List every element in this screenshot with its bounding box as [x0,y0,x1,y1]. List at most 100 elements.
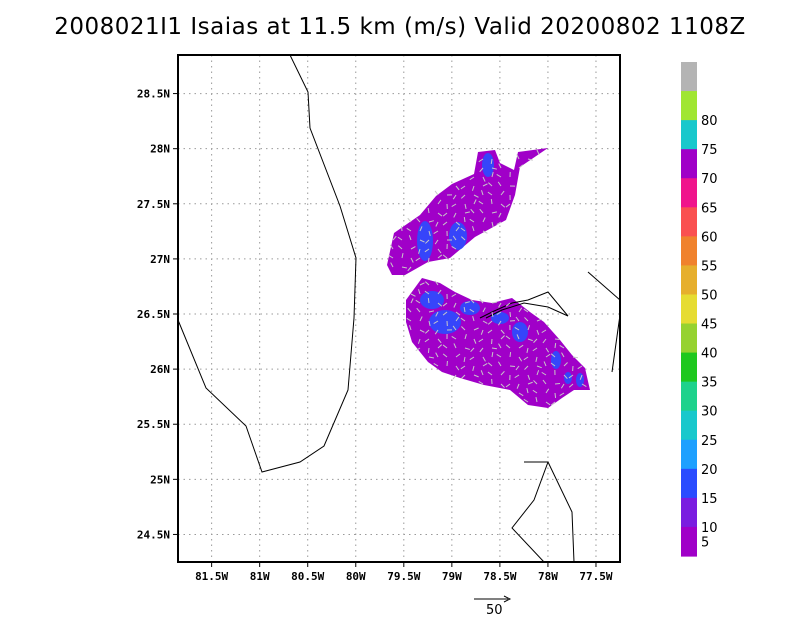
wind-vector [491,301,498,304]
wind-vector [579,374,583,380]
wind-vector [518,307,523,313]
wind-vector [463,356,466,363]
wind-vector [491,351,494,358]
wind-vector [442,254,448,259]
coastline-segment [178,55,357,473]
wind-vector [389,244,394,250]
wind-vectors [388,149,587,406]
wind-vector [545,347,550,353]
wind-vector [435,352,439,358]
wind-vector [473,194,479,198]
colorbar-label: 55 [701,259,718,274]
lat-tick-label: 26.5N [137,308,170,321]
coastline-segment [547,461,575,562]
wind-vector [527,374,531,380]
wind-vector [428,220,434,223]
colorbar-label: 20 [701,463,718,478]
colorbar-bin [681,439,697,470]
wind-vector [410,293,416,297]
wind-vector [518,356,523,362]
wind-vector [451,245,457,250]
wind-vector [452,374,457,380]
wind-vector [442,212,448,217]
wind-vector [410,298,414,304]
wind-vector [543,361,547,367]
echo-cell [551,351,561,369]
wind-vector [479,298,484,304]
wind-vector [516,334,520,340]
wind-vector [524,365,529,370]
wind-vector [542,338,547,344]
wind-vector [568,383,574,388]
wind-vector [428,356,435,359]
wind-vector [487,362,493,367]
lon-tick-label: 81W [250,570,270,583]
lat-tick-label: 25.5N [137,418,170,431]
wind-vector [472,316,475,322]
colorbar-bin [681,526,697,557]
wind-vector [424,329,430,334]
wind-vector [419,282,425,286]
wind-vector [505,335,511,340]
wind-vector [536,365,542,369]
wind-vector [490,198,493,205]
wind-vector [518,164,524,169]
wind-vector [526,347,529,353]
wind-vector [505,344,511,349]
wind-vector [451,203,457,208]
wind-vector [453,302,457,308]
wind-vector [563,362,568,367]
wind-vector [482,356,486,362]
wind-vector [418,248,421,254]
wind-vector [452,194,457,200]
wind-vector [478,338,484,343]
wind-vector [550,353,556,358]
wind-vector [491,221,494,227]
wind-vector [460,227,466,232]
colorbar-label: 25 [701,434,718,449]
wind-vector [561,352,565,358]
wind-vector [425,239,430,244]
lat-tick-label: 28.5N [137,88,170,101]
wind-vector [496,311,502,316]
echo-cell [512,322,528,342]
wind-vector [401,266,407,269]
wind-vector [460,317,466,322]
wind-vector [408,235,412,241]
wind-vector [397,236,403,241]
wind-vector [460,365,466,370]
wind-vector [442,353,448,358]
wind-vector [541,329,547,334]
lat-tick-label: 24.5N [137,528,170,541]
wind-vector [464,347,470,350]
wind-vector [509,365,516,367]
wind-vector [437,248,442,254]
wind-vector [392,235,397,241]
wind-vector [478,200,484,205]
wind-vector [464,301,470,304]
wind-vector [536,370,540,376]
wind-vector [433,362,439,367]
wind-vector [515,365,520,371]
colorbar-bin [681,149,697,179]
colorbar-label: 60 [701,230,718,245]
echo-cell [564,372,572,384]
coastlines [178,55,620,562]
wind-vector [514,374,520,379]
wind-vector [527,338,533,342]
wind-vector [518,392,524,397]
wind-vector [425,281,430,286]
wind-vector [487,320,493,325]
coastline-segment [611,314,620,373]
wind-vector [545,388,550,394]
wind-vector [451,335,457,340]
wind-vector [554,338,561,341]
wind-vector [415,299,421,304]
wind-vector [509,351,512,358]
wind-vector [442,344,448,349]
wind-vector [505,383,511,388]
lat-tick-label: 25N [150,473,170,486]
wind-vector [427,207,430,214]
wind-vector [433,230,439,235]
colorbar-label: 30 [701,405,718,420]
